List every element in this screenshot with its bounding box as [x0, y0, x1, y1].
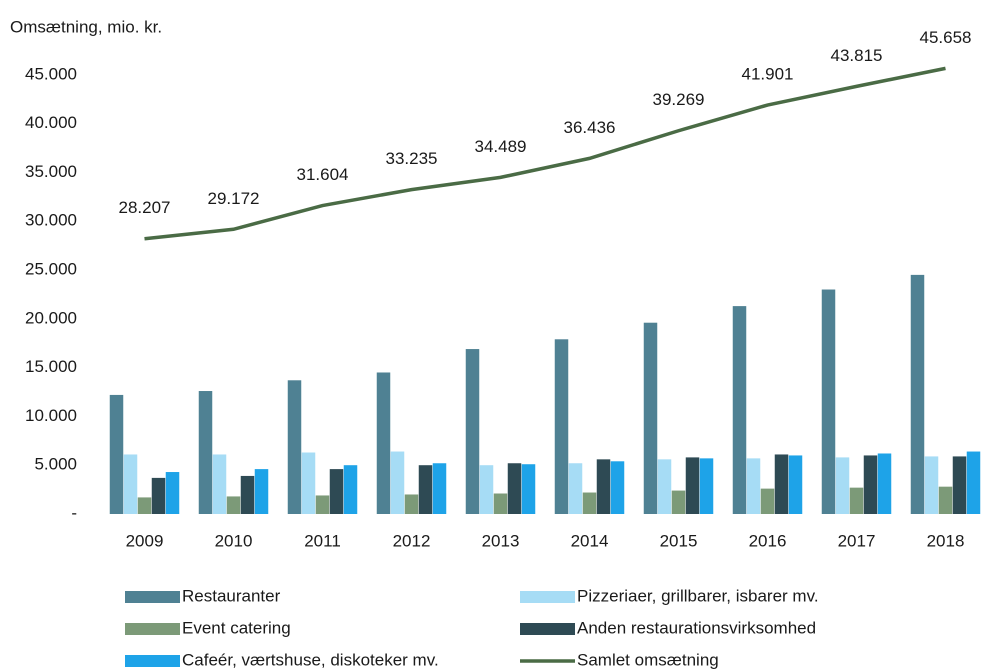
bar: [109, 394, 124, 514]
x-tick-label: 2010: [215, 531, 253, 550]
data-label: 43.815: [831, 46, 883, 65]
bar: [699, 458, 714, 514]
bar: [910, 274, 925, 514]
data-label: 34.489: [475, 137, 527, 156]
legend-label: Cafeér, værtshuse, diskoteker mv.: [182, 650, 439, 669]
y-tick-label: 30.000: [25, 211, 77, 230]
data-label: 39.269: [653, 90, 705, 109]
bar: [863, 455, 878, 514]
bar: [877, 453, 892, 514]
legend-swatch: [125, 655, 180, 667]
bar: [493, 493, 508, 514]
bar: [521, 464, 536, 514]
y-tick-label: -: [71, 503, 77, 522]
bar: [151, 477, 166, 514]
bar: [301, 452, 316, 514]
bar: [376, 372, 391, 514]
data-label: 28.207: [119, 198, 171, 217]
legend-swatch: [520, 623, 575, 635]
bar: [137, 497, 152, 514]
y-tick-label: 15.000: [25, 357, 77, 376]
bar: [966, 451, 981, 514]
bar: [788, 455, 803, 514]
bar: [123, 454, 138, 514]
bar: [760, 488, 775, 514]
bar: [343, 465, 358, 514]
bar: [732, 306, 747, 514]
data-label: 36.436: [564, 118, 616, 137]
bar: [821, 289, 836, 514]
legend-swatch: [125, 591, 180, 603]
data-label: 41.901: [742, 65, 794, 84]
bar: [671, 490, 686, 514]
bar: [657, 459, 672, 514]
bar: [432, 463, 447, 514]
bar: [315, 495, 330, 514]
x-tick-label: 2018: [927, 531, 965, 550]
bar: [774, 454, 789, 514]
x-tick-label: 2015: [660, 531, 698, 550]
bar: [212, 454, 227, 514]
legend-label: Restauranter: [182, 586, 281, 605]
bar: [746, 458, 761, 514]
x-tick-label: 2009: [126, 531, 164, 550]
data-label: 29.172: [208, 189, 260, 208]
bar: [610, 461, 625, 514]
bar: [329, 469, 344, 514]
data-label: 45.658: [920, 28, 972, 47]
bar: [198, 391, 213, 514]
bar: [924, 456, 939, 514]
bar: [226, 496, 241, 514]
x-tick-label: 2016: [749, 531, 787, 550]
y-tick-label: 5.000: [34, 455, 77, 474]
data-label: 33.235: [386, 149, 438, 168]
bar: [418, 465, 433, 514]
bar: [479, 465, 494, 514]
y-tick-label: 45.000: [25, 64, 77, 83]
chart-title: Omsætning, mio. kr.: [10, 17, 162, 36]
bar: [465, 349, 480, 514]
legend-label: Anden restaurationsvirksomhed: [577, 618, 816, 637]
x-tick-label: 2012: [393, 531, 431, 550]
y-tick-label: 20.000: [25, 308, 77, 327]
x-tick-label: 2014: [571, 531, 609, 550]
y-tick-label: 35.000: [25, 162, 77, 181]
y-tick-label: 25.000: [25, 259, 77, 278]
line: [144, 66, 946, 241]
bar: [240, 475, 255, 514]
data-label: 31.604: [297, 165, 349, 184]
bar: [554, 339, 569, 514]
bar: [254, 469, 269, 514]
bar: [685, 457, 700, 514]
bar: [568, 463, 583, 514]
bar: [835, 457, 850, 514]
bar: [404, 494, 419, 514]
bar: [849, 487, 864, 514]
x-tick-label: 2013: [482, 531, 520, 550]
bar: [938, 486, 953, 514]
legend-label: Pizzeriaer, grillbarer, isbarer mv.: [577, 586, 819, 605]
legend-swatch: [125, 623, 180, 635]
bar: [596, 459, 611, 514]
legend-swatch: [520, 591, 575, 603]
bar: [952, 456, 967, 514]
y-tick-label: 40.000: [25, 113, 77, 132]
bar: [582, 492, 597, 514]
bar: [287, 380, 302, 514]
bar: [390, 451, 405, 514]
bar: [643, 322, 658, 514]
bar: [507, 463, 522, 514]
y-tick-label: 10.000: [25, 406, 77, 425]
legend-label: Event catering: [182, 618, 291, 637]
x-tick-label: 2011: [304, 531, 341, 550]
bar: [165, 472, 180, 514]
x-tick-label: 2017: [838, 531, 876, 550]
legend-label: Samlet omsætning: [577, 650, 719, 669]
